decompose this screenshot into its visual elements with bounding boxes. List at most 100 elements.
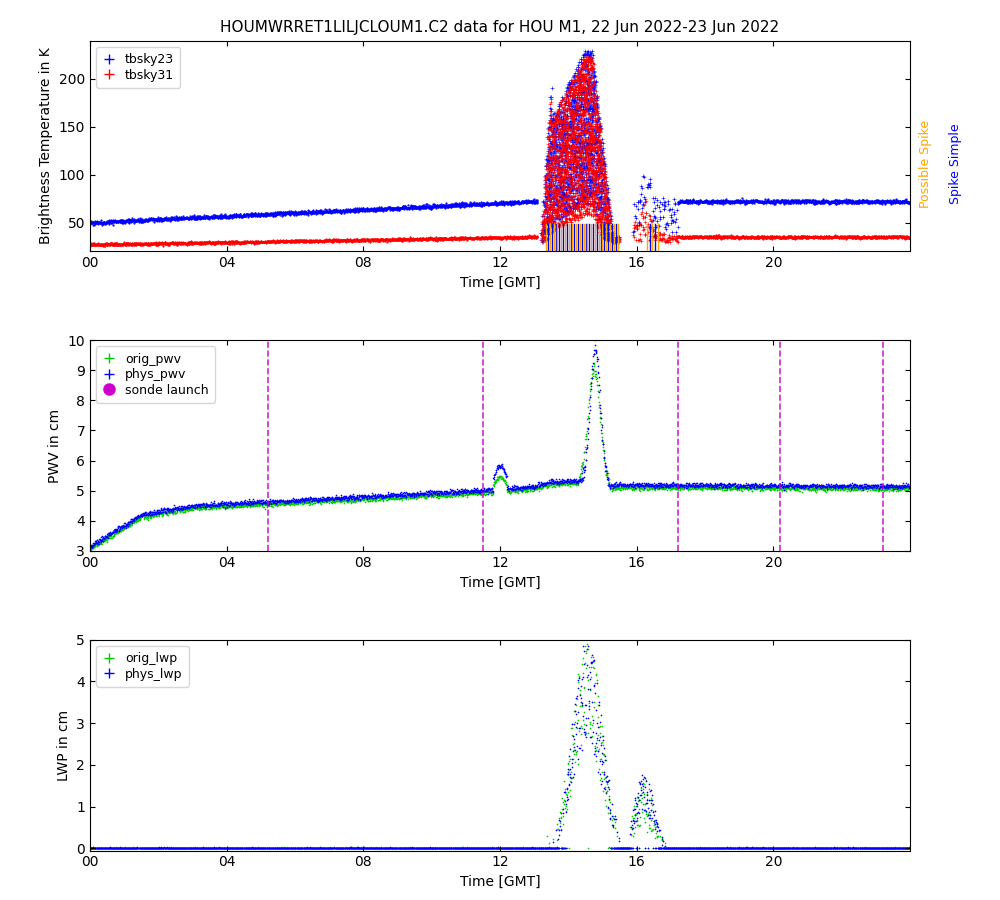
Point <box>554 100 570 114</box>
Point <box>554 474 570 489</box>
Point <box>573 466 589 481</box>
Point <box>126 514 142 528</box>
Point <box>843 842 859 856</box>
Point <box>823 480 839 494</box>
Point <box>801 842 817 856</box>
Point <box>258 496 274 510</box>
Point <box>606 233 622 248</box>
Point <box>574 179 590 194</box>
Point <box>139 509 155 524</box>
Point <box>582 683 598 698</box>
Point <box>625 803 641 817</box>
Point <box>552 165 568 179</box>
Point <box>682 478 698 492</box>
Point <box>573 192 589 206</box>
Point <box>319 493 335 508</box>
Point <box>171 502 187 517</box>
Point <box>314 842 330 856</box>
Point <box>572 472 588 486</box>
Point <box>374 491 390 506</box>
Point <box>582 111 598 125</box>
Point <box>353 492 369 507</box>
Point <box>555 116 571 130</box>
Point <box>519 841 535 855</box>
Point <box>148 842 164 856</box>
Point <box>551 161 567 176</box>
Point <box>546 114 562 129</box>
Point <box>508 842 524 856</box>
Point <box>825 842 841 856</box>
Point <box>876 841 892 855</box>
Point <box>550 108 566 122</box>
Point <box>568 200 584 214</box>
Point <box>599 466 615 481</box>
Point <box>588 206 604 220</box>
Point <box>186 501 202 516</box>
Point <box>470 483 486 498</box>
Point <box>584 372 600 386</box>
Point <box>749 477 765 491</box>
Point <box>112 842 128 856</box>
Point <box>646 815 662 830</box>
Point <box>368 491 384 506</box>
Point <box>117 840 133 854</box>
Point <box>593 426 609 440</box>
Point <box>543 119 559 133</box>
Point <box>227 495 243 509</box>
Point <box>584 115 600 130</box>
Point <box>465 482 481 497</box>
Point <box>316 842 332 856</box>
Point <box>799 478 815 492</box>
Point <box>826 841 842 855</box>
Point <box>617 842 633 856</box>
Point <box>122 841 138 855</box>
Point <box>648 479 664 493</box>
Point <box>208 499 224 513</box>
Point <box>493 460 509 474</box>
Point <box>579 196 595 211</box>
Point <box>638 804 654 818</box>
Point <box>782 476 798 491</box>
Point <box>860 482 876 496</box>
Point <box>570 130 586 145</box>
Point <box>709 842 725 856</box>
Point <box>498 842 514 856</box>
Point <box>404 842 420 856</box>
Point <box>388 490 404 504</box>
Point <box>592 220 608 234</box>
Point <box>453 484 469 499</box>
Point <box>582 119 598 133</box>
Point <box>377 841 393 855</box>
Point <box>620 481 636 495</box>
Point <box>277 842 293 856</box>
Point <box>558 85 574 99</box>
Point <box>558 796 574 811</box>
Point <box>557 130 573 145</box>
Point <box>803 842 819 856</box>
Point <box>555 806 571 820</box>
Point <box>598 785 614 799</box>
Point <box>785 477 801 491</box>
Point <box>547 168 563 183</box>
Point <box>509 841 525 855</box>
Point <box>406 841 422 855</box>
Point <box>448 841 464 855</box>
Point <box>602 481 618 495</box>
Point <box>668 232 684 247</box>
Point <box>259 498 275 512</box>
Point <box>580 82 596 96</box>
Point <box>237 496 253 510</box>
Point <box>548 204 564 219</box>
Point <box>289 495 305 509</box>
Point <box>655 210 671 224</box>
Point <box>564 721 580 735</box>
Point <box>471 485 487 500</box>
Point <box>109 526 125 540</box>
Point <box>639 480 655 494</box>
Point <box>555 476 571 491</box>
Point <box>516 481 532 495</box>
Point <box>383 842 399 856</box>
Point <box>549 144 565 158</box>
Point <box>90 534 106 548</box>
Point <box>586 163 602 177</box>
